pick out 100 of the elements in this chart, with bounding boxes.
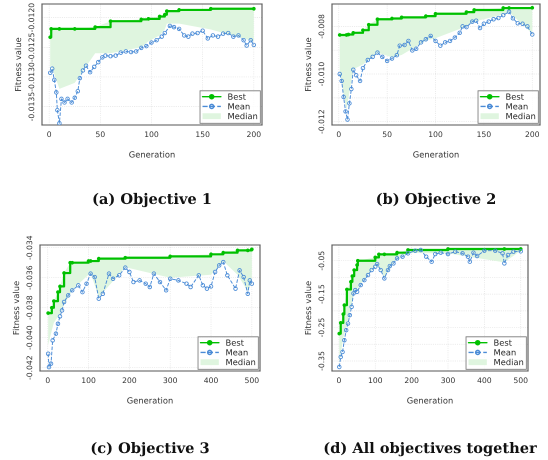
point [464,24,469,30]
point [96,296,101,301]
point [410,48,415,53]
point [349,304,354,310]
point [248,278,252,283]
point [236,248,240,252]
point [338,72,342,76]
point [501,12,506,18]
point [182,33,186,38]
point [208,284,214,289]
point [345,288,349,292]
point [164,288,168,293]
point [78,76,82,80]
point [210,33,216,38]
point [482,248,487,253]
point [66,293,70,298]
point [88,70,92,74]
point [250,247,254,252]
point [176,278,181,283]
point [341,94,346,100]
point [84,63,88,68]
point [76,283,81,288]
point [434,12,438,16]
point [402,42,407,48]
point [206,36,210,41]
point [57,120,62,125]
point [518,249,523,254]
point [358,282,363,288]
point [172,24,176,30]
point [366,272,370,278]
point [507,6,511,10]
point [491,17,496,22]
y-axis-title: Fitness value [304,281,312,334]
point [149,40,154,45]
point [137,278,142,283]
text: (b) Objective 2 [377,192,496,208]
point [56,290,60,294]
point [506,252,510,258]
point [338,320,343,325]
point [52,78,57,82]
point [50,66,54,71]
point [48,70,52,76]
point [162,12,167,17]
point [358,78,362,84]
legend-label: Mean [226,349,248,356]
point [418,248,423,252]
point [406,251,410,256]
point [338,33,342,37]
point [72,27,77,31]
point [124,49,128,54]
point [406,38,411,44]
point [424,14,428,18]
point [100,55,105,60]
point [96,256,101,261]
point [339,78,344,84]
point [400,15,404,20]
point [46,364,52,370]
point [530,32,534,37]
point [52,299,56,303]
point [510,16,516,21]
point [55,108,60,112]
point [386,268,390,272]
point [373,255,378,260]
point [438,43,443,48]
legend-label: Median [228,112,258,120]
point [373,264,378,269]
point [70,288,74,293]
point [350,274,354,278]
x-axis-title: Generation [407,397,453,404]
point [530,6,534,10]
point [46,352,50,356]
point [127,270,132,274]
point [384,58,390,64]
point [236,33,241,38]
point [337,332,342,336]
point [88,271,93,276]
point [108,54,113,58]
point [354,290,360,294]
point [460,24,465,29]
point [446,252,450,256]
point [246,248,250,252]
point [110,276,116,281]
point [433,38,438,44]
point [496,16,501,20]
point [59,96,64,102]
legend-label: Mean [228,103,250,110]
point [176,26,182,32]
legend-label: Best [506,94,524,100]
point [58,284,62,288]
point [442,40,448,45]
legend-label: Median [226,358,256,366]
point [391,261,396,266]
legend-label: Mean [494,349,516,356]
point [429,259,434,264]
point [58,314,62,319]
point [200,28,205,33]
text: (a) Objective 1 [93,192,211,208]
point [377,252,381,256]
point [93,25,98,30]
point [390,16,394,20]
